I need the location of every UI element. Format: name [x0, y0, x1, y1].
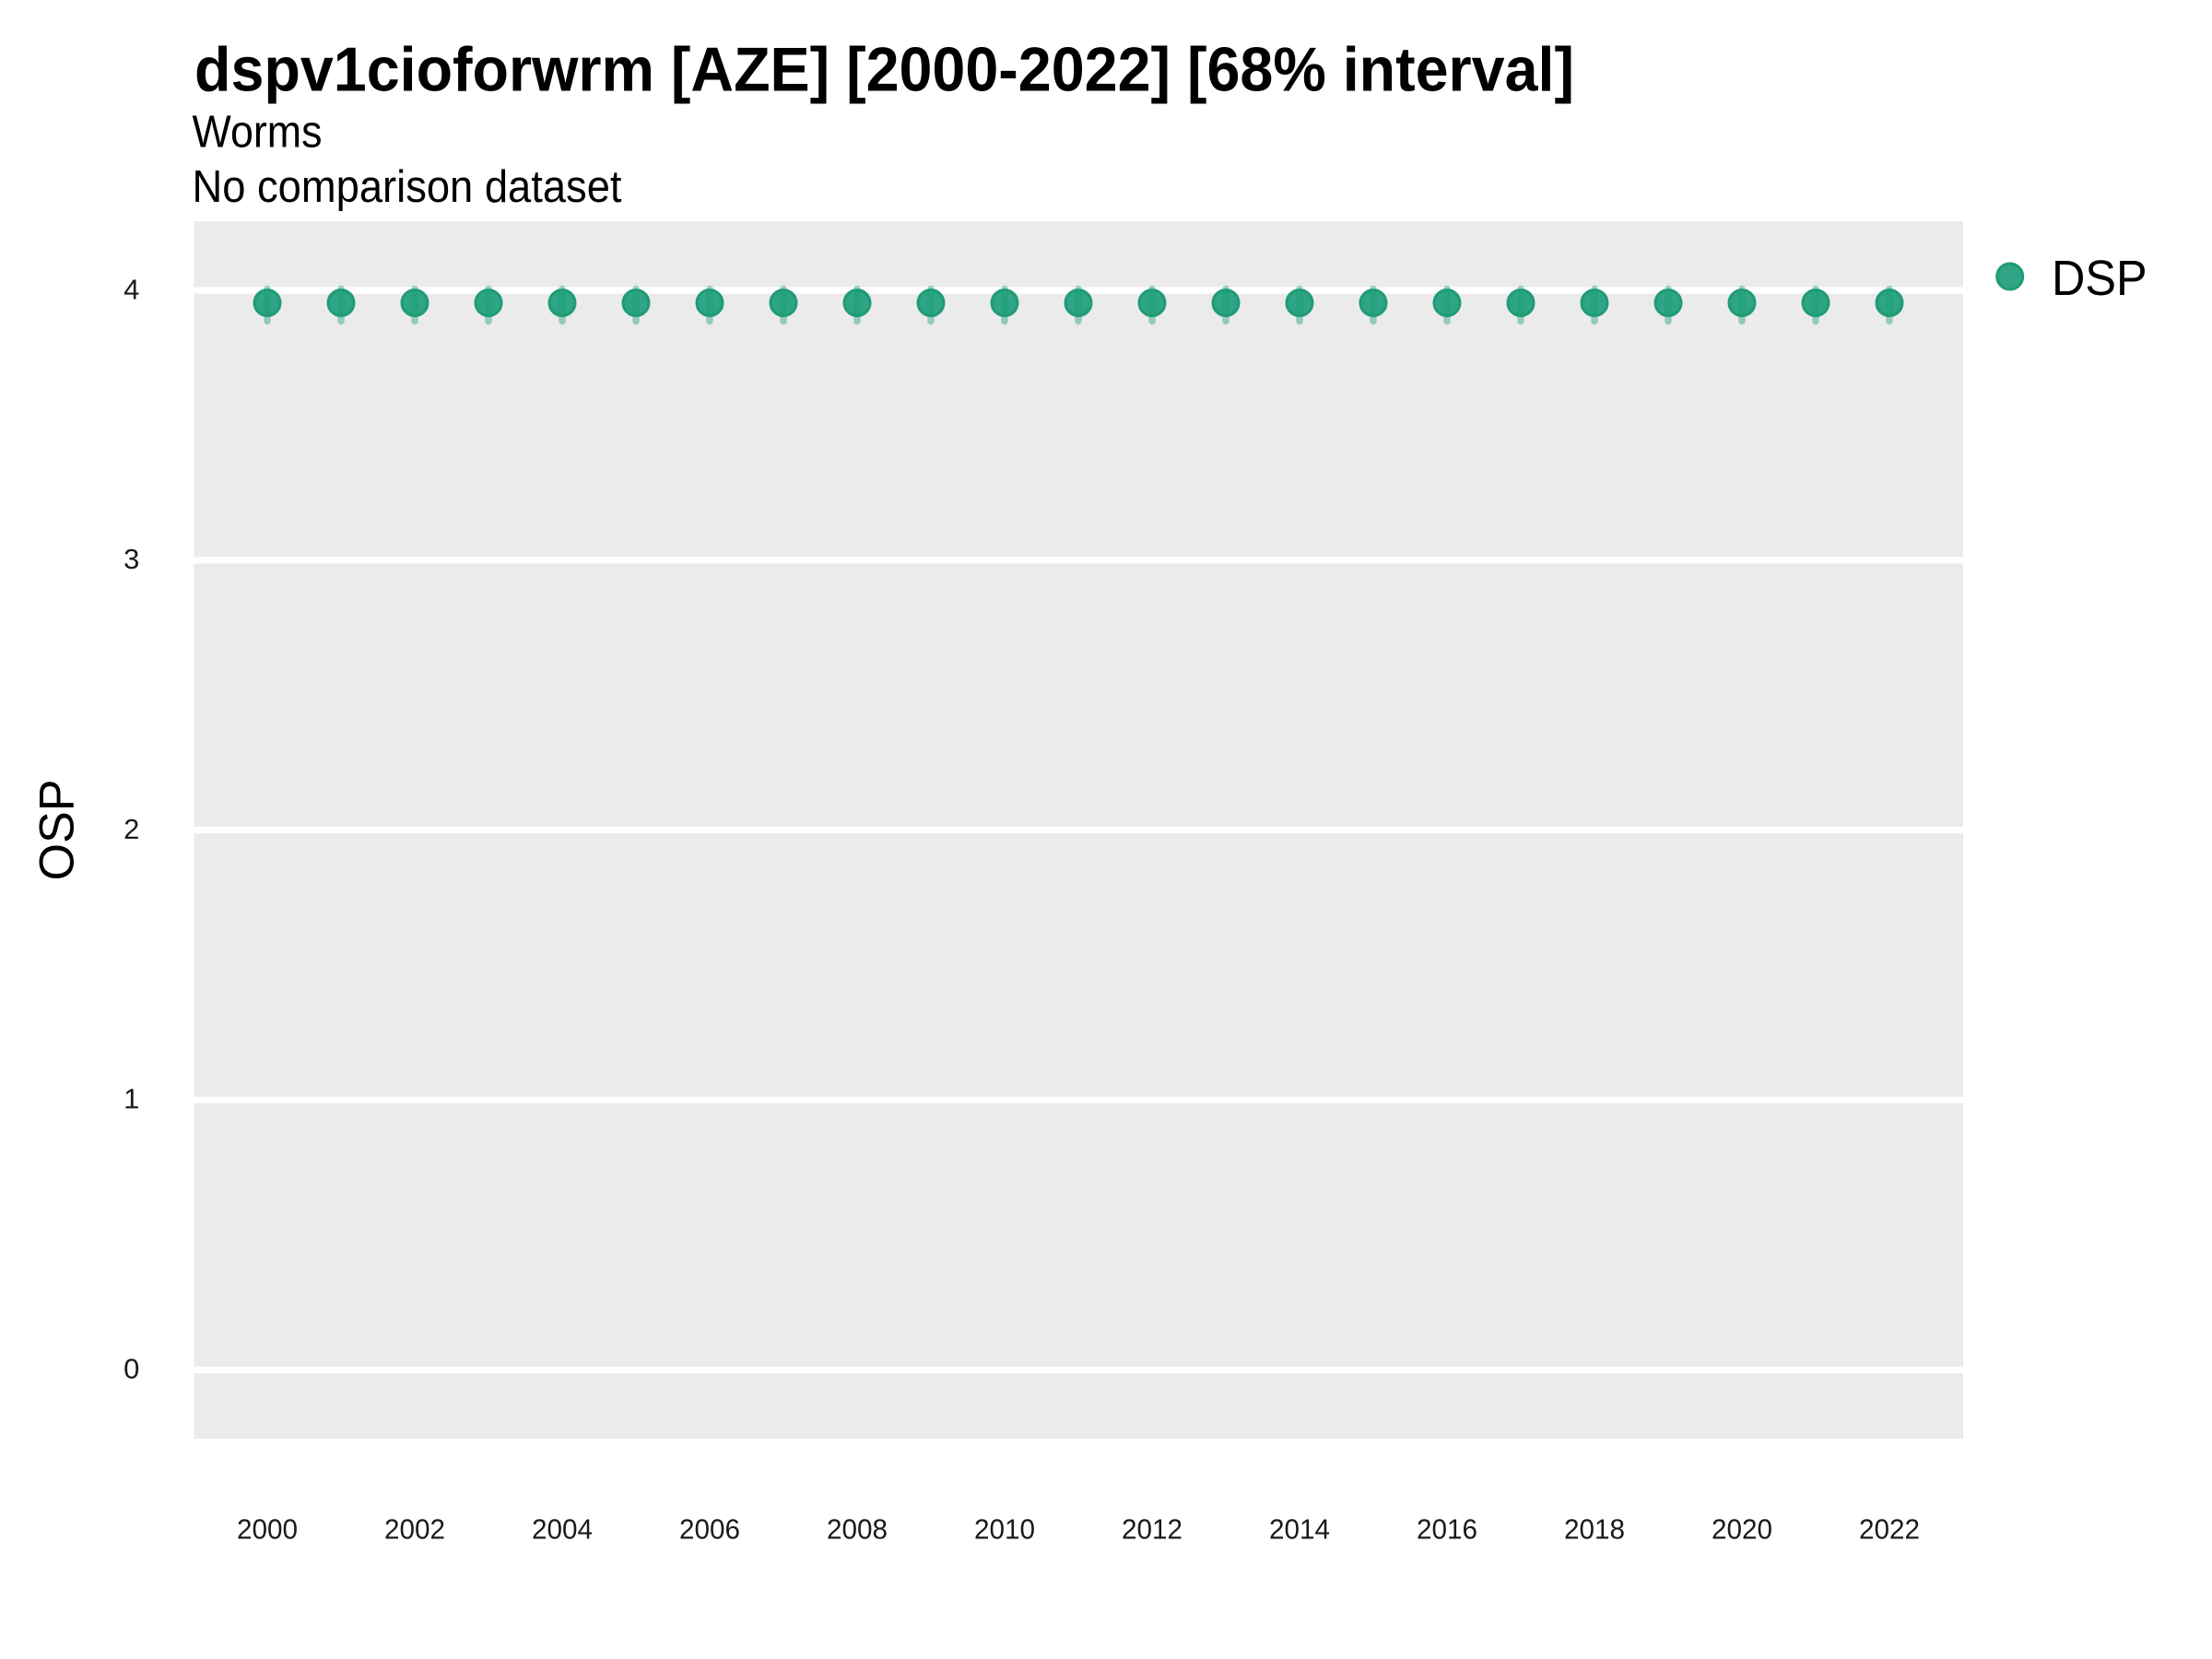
svg-text:2012: 2012 [1122, 1513, 1182, 1546]
svg-text:2022: 2022 [1859, 1513, 1920, 1546]
svg-text:4: 4 [124, 273, 139, 305]
svg-text:2000: 2000 [237, 1513, 298, 1546]
svg-text:OSP: OSP [30, 780, 85, 881]
svg-text:1: 1 [124, 1083, 139, 1115]
svg-text:2018: 2018 [1564, 1513, 1625, 1546]
svg-text:2: 2 [124, 813, 139, 845]
svg-text:DSP: DSP [2052, 251, 2147, 306]
svg-text:2010: 2010 [974, 1513, 1035, 1546]
svg-text:2004: 2004 [532, 1513, 593, 1546]
svg-text:2006: 2006 [679, 1513, 740, 1546]
svg-text:2002: 2002 [384, 1513, 445, 1546]
svg-text:2014: 2014 [1269, 1513, 1330, 1546]
svg-text:2008: 2008 [827, 1513, 888, 1546]
svg-text:0: 0 [124, 1353, 139, 1385]
svg-text:2016: 2016 [1417, 1513, 1477, 1546]
svg-text:2020: 2020 [1712, 1513, 1772, 1546]
svg-text:No comparison dataset: No comparison dataset [193, 162, 622, 212]
svg-text:Worms: Worms [193, 108, 323, 158]
svg-text:dspv1cioforwrm [AZE] [2000-202: dspv1cioforwrm [AZE] [2000-2022] [68% in… [194, 35, 1574, 105]
svg-text:3: 3 [124, 543, 139, 575]
